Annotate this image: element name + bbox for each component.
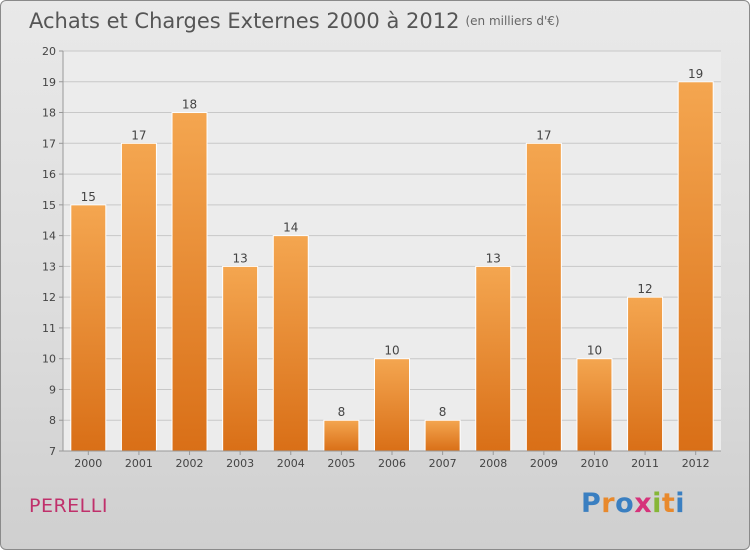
y-tick-label: 19: [42, 76, 56, 89]
y-tick-label: 9: [49, 383, 56, 396]
y-tick-label: 14: [42, 230, 56, 243]
chart-title: Achats et Charges Externes 2000 à 2012 (e…: [29, 9, 560, 33]
bar-2012: [677, 81, 714, 452]
data-label-2010: 10: [587, 344, 602, 358]
x-tick-label-2007: 2007: [429, 457, 457, 470]
bar-2008: [475, 265, 512, 452]
x-tick-label-2000: 2000: [74, 457, 102, 470]
x-tick-label-2004: 2004: [277, 457, 305, 470]
y-tick-label: 13: [42, 260, 56, 273]
logo-letter: t: [661, 488, 676, 519]
data-label-2007: 8: [439, 405, 447, 419]
bar-2009: [525, 142, 562, 452]
x-tick-label-2001: 2001: [125, 457, 153, 470]
data-label-2008: 13: [486, 251, 501, 265]
data-label-2012: 19: [688, 67, 703, 81]
proxiti-logo: Proxiti: [581, 488, 685, 519]
y-tick-label: 10: [42, 353, 56, 366]
bar-2004: [272, 235, 309, 452]
logo-letter: x: [634, 488, 653, 519]
data-label-2000: 15: [81, 190, 96, 204]
x-tick-label-2010: 2010: [580, 457, 608, 470]
data-label-2005: 8: [338, 405, 346, 419]
data-label-2009: 17: [536, 128, 551, 142]
bar-2007: [424, 419, 461, 452]
bar-2002: [171, 112, 208, 452]
data-label-2002: 18: [182, 98, 197, 112]
y-tick-label: 18: [42, 107, 56, 120]
logo-letter: i: [652, 488, 662, 519]
x-tick-label-2006: 2006: [378, 457, 406, 470]
y-tick-label: 15: [42, 199, 56, 212]
x-tick-label-2008: 2008: [479, 457, 507, 470]
bar-2003: [222, 265, 259, 452]
data-label-2001: 17: [131, 128, 146, 142]
x-axis: 2000 2001 2002 2003 2004 2005 2006 2007 2008 2009…: [63, 450, 721, 470]
y-tick-label: 16: [42, 168, 56, 181]
bar-2006: [374, 358, 410, 452]
x-tick-label-2009: 2009: [530, 457, 558, 470]
data-label-2006: 10: [384, 344, 399, 358]
commune-name: PERELLI: [29, 495, 108, 517]
chart-subtitle: (en milliers d'€): [465, 14, 560, 28]
y-tick-label: 20: [42, 45, 56, 58]
bars: [70, 81, 714, 452]
x-tick-label-2005: 2005: [327, 457, 355, 470]
y-axis: 7 8 9 10 11 12 13 14 15 16 17 18 19 20: [42, 45, 64, 458]
bar-2011: [627, 296, 664, 452]
y-tick-label: 12: [42, 291, 56, 304]
data-label-2004: 14: [283, 221, 298, 235]
logo-letter: P: [581, 488, 602, 519]
y-tick-label: 17: [42, 137, 56, 150]
title-text: Achats et Charges Externes 2000 à 2012: [29, 9, 460, 33]
data-label-2003: 13: [233, 251, 248, 265]
y-tick-label: 7: [49, 445, 56, 458]
y-tick-label: 11: [42, 322, 56, 335]
bar-2000: [70, 204, 107, 452]
bar-2001: [120, 142, 157, 452]
logo-letter: r: [601, 488, 616, 519]
data-label-2011: 12: [637, 282, 652, 296]
bar-2010: [576, 358, 613, 452]
logo-letter: i: [675, 488, 686, 519]
y-tick-label: 8: [49, 414, 56, 427]
x-tick-label-2011: 2011: [631, 457, 659, 470]
x-tick-label-2002: 2002: [176, 457, 204, 470]
logo-letter: o: [615, 488, 635, 519]
x-tick-label-2003: 2003: [226, 457, 254, 470]
data-labels: 15 17 18 13 14 8 10 8 13 17 10 12 19: [81, 67, 704, 419]
x-tick-label-2012: 2012: [682, 457, 710, 470]
bar-2005: [323, 419, 360, 452]
